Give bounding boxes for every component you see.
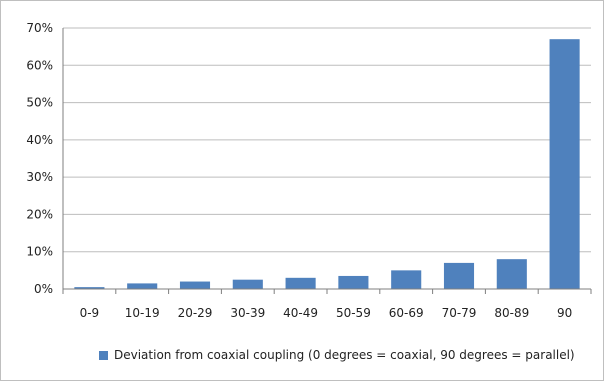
x-tick-label: 70-79: [442, 306, 477, 320]
x-tick-label: 0-9: [80, 306, 100, 320]
x-tick-label: 10-19: [125, 306, 160, 320]
bar-0-9: [74, 287, 105, 289]
bar-70-79: [443, 262, 475, 289]
bar-80-89: [496, 259, 527, 289]
x-tick-label: 90: [557, 306, 572, 320]
bars: [74, 39, 580, 289]
y-tick-label: 50%: [26, 96, 53, 110]
gridlines: [63, 27, 591, 253]
axes: [62, 28, 592, 294]
legend-label: Deviation from coaxial coupling (0 degre…: [114, 348, 575, 362]
y-tick-label: 70%: [26, 21, 53, 35]
bar-50-59: [338, 275, 369, 289]
bar-60-69: [391, 270, 422, 289]
x-tick-label: 30-39: [230, 306, 265, 320]
x-tick-label: 40-49: [283, 306, 318, 320]
legend-swatch: [99, 350, 108, 360]
x-tick-label: 60-69: [389, 306, 424, 320]
y-tick-label: 0%: [34, 282, 53, 296]
bar-20-29: [179, 281, 211, 289]
y-tick-label: 20%: [26, 207, 53, 221]
y-tick-label: 40%: [26, 133, 53, 147]
y-tick-label: 30%: [26, 170, 53, 184]
tick-labels: 0% 10% 20% 30% 40% 50% 60% 70% 0-9 10-19 20-29 30-3…: [26, 21, 572, 320]
bar-40-49: [285, 277, 316, 289]
bar-10-19: [127, 283, 158, 289]
bar-90: [549, 39, 580, 289]
x-tick-label: 50-59: [336, 306, 371, 320]
x-tick-label: 80-89: [494, 306, 529, 320]
bar-30-39: [232, 279, 263, 289]
y-tick-label: 10%: [26, 245, 53, 259]
x-tick-label: 20-29: [178, 306, 213, 320]
y-tick-label: 60%: [26, 58, 53, 72]
legend: Deviation from coaxial coupling (0 degre…: [99, 345, 575, 365]
